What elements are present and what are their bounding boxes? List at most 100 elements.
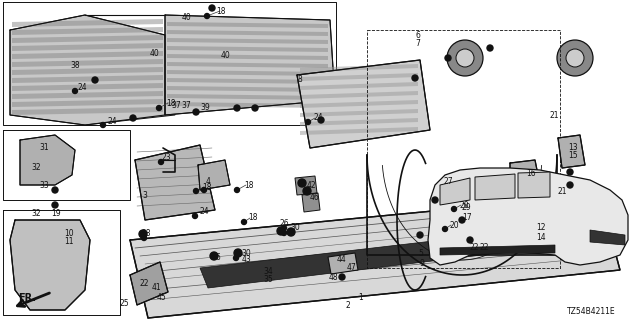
Polygon shape [300, 91, 418, 99]
Text: 13: 13 [568, 142, 578, 151]
Text: 10: 10 [64, 228, 74, 237]
Text: 16: 16 [526, 169, 536, 178]
Polygon shape [130, 195, 620, 318]
Polygon shape [300, 82, 418, 90]
Polygon shape [558, 135, 585, 168]
Text: 9: 9 [419, 260, 424, 268]
Polygon shape [300, 64, 418, 72]
Circle shape [141, 236, 147, 241]
Text: 30: 30 [290, 223, 300, 233]
Polygon shape [12, 107, 163, 115]
Circle shape [72, 89, 77, 93]
Polygon shape [475, 174, 515, 200]
Text: 33: 33 [39, 181, 49, 190]
Circle shape [459, 217, 465, 223]
Polygon shape [12, 43, 163, 51]
Polygon shape [135, 145, 215, 220]
Polygon shape [165, 15, 335, 115]
Circle shape [130, 115, 136, 121]
Polygon shape [10, 220, 90, 310]
Polygon shape [167, 22, 328, 28]
Text: 7: 7 [415, 39, 420, 49]
Text: 18: 18 [244, 180, 253, 189]
Text: 44: 44 [337, 255, 347, 265]
Text: 18: 18 [202, 182, 211, 191]
Polygon shape [12, 91, 163, 99]
Polygon shape [12, 35, 163, 43]
Circle shape [566, 49, 584, 67]
Circle shape [234, 249, 242, 257]
Text: 38: 38 [70, 61, 79, 70]
Polygon shape [12, 99, 163, 107]
Circle shape [234, 255, 239, 260]
Polygon shape [510, 160, 540, 195]
Text: 24: 24 [313, 114, 323, 123]
Polygon shape [440, 245, 555, 255]
Circle shape [557, 40, 593, 76]
Text: 41: 41 [152, 284, 162, 292]
Polygon shape [167, 38, 328, 44]
Polygon shape [167, 46, 328, 52]
Polygon shape [12, 83, 163, 91]
Text: 8: 8 [297, 76, 301, 84]
Text: 48: 48 [329, 274, 339, 283]
Text: 22: 22 [479, 243, 488, 252]
Text: 30: 30 [241, 250, 251, 259]
Text: 32: 32 [31, 164, 40, 172]
Polygon shape [167, 78, 328, 84]
Polygon shape [130, 262, 168, 305]
Text: 40: 40 [182, 13, 192, 22]
Circle shape [339, 274, 345, 280]
Polygon shape [300, 127, 418, 135]
Circle shape [193, 109, 199, 115]
Text: 4: 4 [206, 178, 211, 187]
Text: 19: 19 [51, 210, 61, 219]
Text: 37: 37 [181, 100, 191, 109]
Polygon shape [300, 73, 418, 81]
Circle shape [205, 13, 209, 19]
Circle shape [210, 252, 218, 260]
Text: 3: 3 [142, 190, 147, 199]
Text: 5: 5 [418, 250, 423, 259]
Circle shape [567, 182, 573, 188]
Text: 35: 35 [263, 276, 273, 284]
Text: 43: 43 [242, 255, 252, 265]
Circle shape [417, 232, 423, 238]
Text: 40: 40 [221, 52, 231, 60]
Circle shape [234, 188, 239, 193]
Circle shape [252, 105, 258, 111]
Text: 12: 12 [536, 223, 545, 233]
Text: 26: 26 [280, 219, 290, 228]
Polygon shape [12, 75, 163, 83]
Circle shape [159, 159, 163, 164]
Text: 29: 29 [461, 204, 470, 212]
Circle shape [282, 230, 287, 236]
Text: FR.: FR. [18, 293, 36, 303]
Text: 6: 6 [415, 30, 420, 39]
Polygon shape [12, 19, 163, 27]
Text: 22: 22 [140, 278, 150, 287]
Text: 24: 24 [108, 116, 118, 125]
Text: 42: 42 [307, 180, 317, 189]
Text: 20: 20 [459, 201, 468, 210]
Text: 47: 47 [347, 263, 356, 273]
Polygon shape [167, 62, 328, 68]
Polygon shape [428, 168, 628, 265]
Polygon shape [200, 224, 590, 288]
Text: 39: 39 [200, 102, 210, 111]
Text: 18: 18 [248, 213, 257, 222]
Polygon shape [167, 86, 328, 92]
Text: 24: 24 [199, 207, 209, 217]
Circle shape [305, 119, 310, 124]
Circle shape [487, 45, 493, 51]
Polygon shape [10, 15, 175, 125]
Circle shape [52, 202, 58, 208]
Text: 31: 31 [39, 143, 49, 153]
Text: 11: 11 [64, 237, 74, 246]
Polygon shape [12, 27, 163, 35]
Circle shape [52, 187, 58, 193]
Text: 1: 1 [358, 293, 363, 302]
Circle shape [157, 106, 161, 110]
Text: TZ54B4211E: TZ54B4211E [567, 307, 616, 316]
Text: 46: 46 [310, 193, 320, 202]
